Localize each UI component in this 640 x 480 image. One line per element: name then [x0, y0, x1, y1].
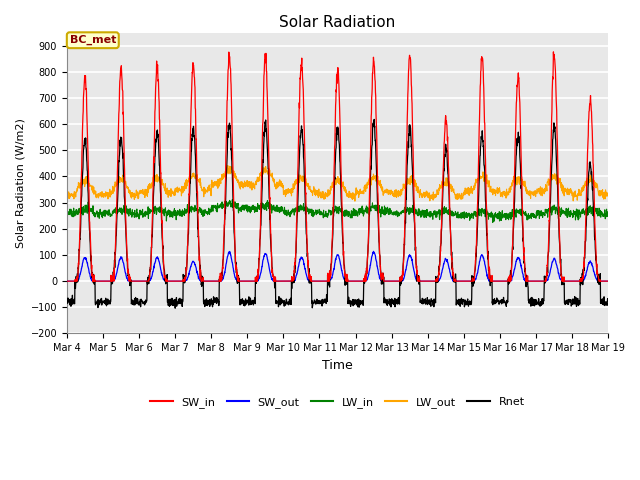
LW_in: [604, 209, 612, 215]
SW_in: [214, 278, 221, 284]
LW_out: [495, 189, 503, 195]
LW_in: [557, 210, 564, 216]
SW_in: [550, 49, 557, 55]
LW_out: [365, 176, 373, 181]
SW_out: [495, 278, 502, 284]
LW_out: [604, 191, 612, 196]
Legend: SW_in, SW_out, LW_in, LW_out, Rnet: SW_in, SW_out, LW_in, LW_out, Rnet: [146, 392, 529, 412]
LW_out: [557, 181, 564, 187]
SW_in: [604, 278, 612, 284]
SW_out: [370, 249, 378, 254]
Y-axis label: Solar Radiation (W/m2): Solar Radiation (W/m2): [15, 118, 25, 248]
SW_out: [557, 276, 564, 282]
SW_in: [353, 278, 361, 284]
SW_in: [63, 278, 71, 284]
Rnet: [557, 256, 564, 262]
LW_in: [214, 205, 221, 211]
SW_out: [214, 278, 221, 284]
Rnet: [63, 300, 71, 305]
Rnet: [353, 297, 361, 302]
Line: SW_out: SW_out: [67, 252, 608, 281]
LW_in: [489, 219, 497, 225]
Line: LW_in: LW_in: [67, 200, 608, 222]
Rnet: [604, 298, 612, 303]
SW_in: [557, 261, 564, 266]
LW_in: [495, 215, 503, 220]
SW_out: [604, 278, 612, 284]
Text: BC_met: BC_met: [70, 35, 116, 45]
Rnet: [365, 222, 372, 228]
SW_in: [365, 227, 372, 233]
LW_out: [351, 198, 359, 204]
LW_out: [572, 193, 580, 199]
Rnet: [172, 305, 179, 311]
Line: Rnet: Rnet: [67, 120, 608, 308]
LW_out: [353, 188, 361, 193]
LW_out: [214, 185, 221, 191]
SW_out: [572, 278, 579, 284]
Line: SW_in: SW_in: [67, 52, 608, 281]
SW_out: [365, 272, 372, 277]
Line: LW_out: LW_out: [67, 166, 608, 201]
LW_in: [63, 208, 71, 214]
SW_out: [63, 278, 71, 284]
Rnet: [214, 297, 222, 303]
LW_in: [228, 197, 236, 203]
LW_in: [572, 213, 580, 219]
Title: Solar Radiation: Solar Radiation: [279, 15, 396, 30]
X-axis label: Time: Time: [322, 359, 353, 372]
LW_in: [353, 212, 361, 217]
Rnet: [371, 117, 378, 122]
LW_out: [63, 194, 71, 200]
Rnet: [495, 301, 503, 307]
Rnet: [572, 297, 580, 303]
SW_out: [353, 278, 361, 284]
LW_out: [224, 163, 232, 168]
LW_in: [365, 212, 372, 217]
SW_in: [495, 278, 502, 284]
SW_in: [572, 278, 579, 284]
